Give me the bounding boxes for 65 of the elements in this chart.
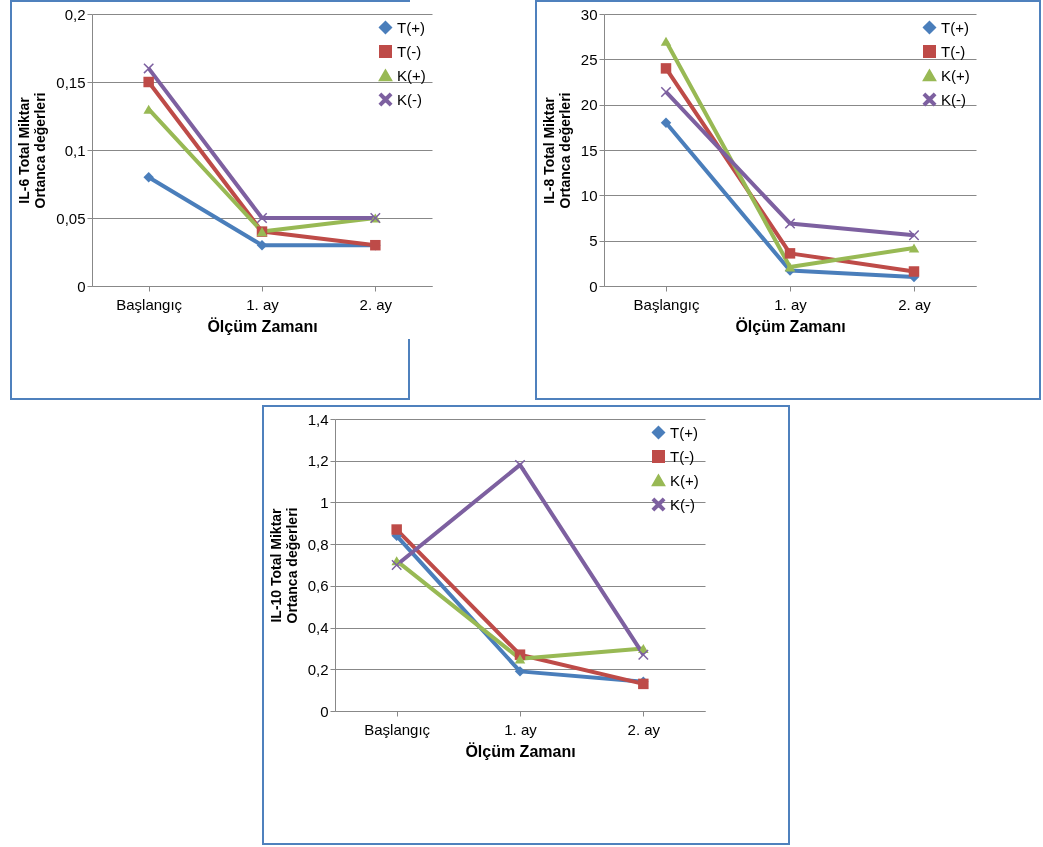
- x-tick-label: Başlangıç: [116, 295, 183, 313]
- x-axis-title: Ölçüm Zamanı: [207, 316, 318, 335]
- x-axis-title: Ölçüm Zamanı: [735, 316, 846, 335]
- point: [391, 524, 402, 535]
- legend-label: K(-): [670, 495, 695, 513]
- y-tick-label: 15: [580, 141, 598, 159]
- point: [660, 86, 672, 98]
- x-tick-label: 2. ay: [627, 720, 661, 738]
- x-tick-label: 1. ay: [774, 295, 808, 313]
- x-tick-label: Başlangıç: [633, 295, 700, 313]
- y-tick-label: 0,6: [307, 577, 329, 595]
- y-tick-label: 0,1: [64, 141, 86, 159]
- y-tick-label: 0,2: [64, 5, 86, 23]
- point: [143, 63, 154, 74]
- point: [660, 117, 672, 129]
- x-tick-label: 1. ay: [246, 295, 280, 313]
- legend-label: K(-): [397, 90, 422, 108]
- y-tick-label: 0,2: [307, 660, 329, 678]
- point: [908, 266, 920, 277]
- y-axis-title: IL-10 Total Miktar Ortanca değerleri: [267, 507, 300, 624]
- y-tick-label: 10: [580, 186, 598, 204]
- point: [143, 171, 154, 183]
- y-axis-title: IL-6 Total Miktar Ortanca değerleri: [16, 92, 49, 209]
- point: [660, 36, 672, 46]
- point: [143, 76, 154, 88]
- point: [908, 229, 920, 241]
- x-tick-label: 2. ay: [359, 295, 393, 313]
- y-tick-label: 0,05: [56, 209, 86, 227]
- x-tick-label: 1. ay: [504, 720, 538, 738]
- point: [908, 243, 920, 253]
- x-axis-title: Ölçüm Zamanı: [465, 741, 576, 760]
- y-axis-title: IL-8 Total Miktar Ortanca değerleri: [540, 92, 573, 209]
- x-tick-label: Başlangıç: [364, 720, 431, 738]
- y-tick-label: 0,4: [307, 619, 329, 637]
- point: [514, 654, 526, 664]
- legend-label: K(+): [397, 66, 426, 84]
- y-tick-label: 0,8: [307, 535, 329, 553]
- y-tick-label: 1,4: [307, 410, 329, 428]
- legend-label: K(+): [941, 66, 970, 84]
- y-tick-label: 0: [77, 277, 86, 295]
- legend-label: T(+): [397, 18, 425, 36]
- point: [784, 248, 796, 259]
- y-tick-label: 30: [580, 5, 598, 23]
- x-tick-label: 2. ay: [898, 295, 932, 313]
- y-tick-label: 5: [589, 232, 598, 250]
- y-tick-label: 20: [580, 96, 598, 114]
- y-tick-label: 1: [320, 493, 329, 511]
- point: [784, 262, 796, 272]
- y-tick-label: 1,2: [307, 452, 329, 470]
- point: [391, 559, 402, 571]
- y-tick-label: 0,15: [56, 73, 86, 91]
- legend-label: T(-): [941, 42, 966, 60]
- legend-label: T(-): [670, 447, 695, 465]
- y-tick-label: 0: [589, 277, 598, 295]
- point: [784, 218, 796, 229]
- y-tick-label: 25: [580, 50, 598, 68]
- legend-label: K(+): [670, 471, 699, 489]
- point: [660, 63, 672, 74]
- legend-label: T(+): [941, 18, 969, 36]
- point: [638, 649, 649, 660]
- legend-label: T(-): [397, 42, 422, 60]
- legend-label: K(-): [941, 90, 966, 108]
- legend-label: T(+): [670, 423, 698, 441]
- y-tick-label: 0: [320, 702, 329, 720]
- point: [256, 212, 268, 224]
